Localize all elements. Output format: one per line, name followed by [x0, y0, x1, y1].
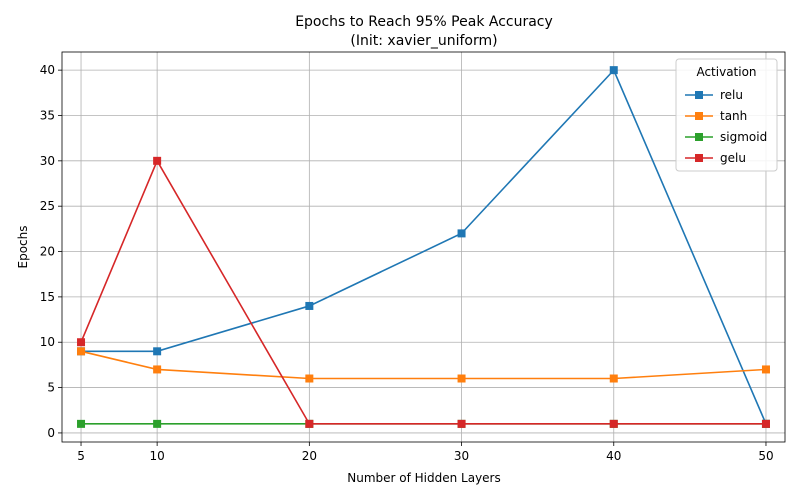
legend-item-tanh: tanh	[685, 109, 747, 123]
data-point-sigmoid	[77, 419, 86, 428]
x-tick-label: 10	[149, 449, 164, 463]
legend-item-sigmoid: sigmoid	[685, 130, 767, 144]
data-point-gelu	[609, 419, 618, 428]
y-tick-label: 0	[47, 426, 55, 440]
legend-item-relu: relu	[685, 88, 743, 102]
data-point-relu	[305, 301, 314, 310]
y-tick-label: 10	[40, 335, 55, 349]
y-tick-label: 15	[40, 290, 55, 304]
data-point-tanh	[609, 374, 618, 383]
data-point-relu	[457, 229, 466, 238]
legend-items: relu tanh sigmoid gelu	[685, 88, 767, 165]
legend-marker-swatch	[695, 133, 703, 141]
plot-area-frame	[61, 51, 786, 443]
y-tick-label: 30	[40, 154, 55, 168]
series-tanh	[77, 347, 770, 383]
data-point-gelu	[153, 156, 162, 165]
y-tick-label: 5	[47, 381, 55, 395]
legend-label: relu	[720, 88, 743, 102]
data-point-gelu	[305, 419, 314, 428]
legend-marker-swatch	[695, 154, 703, 162]
series-group	[77, 66, 770, 428]
y-tick-label: 20	[40, 245, 55, 259]
axis-ticks: 5 10 20 30 40 50 0 5 10 15 20 25 30 35 40	[40, 63, 774, 463]
data-point-tanh	[761, 365, 770, 374]
legend: Activation relu tanh sigmoid gelu	[675, 58, 778, 172]
data-point-relu	[153, 347, 162, 356]
data-point-tanh	[305, 374, 314, 383]
y-tick-label: 25	[40, 199, 55, 213]
legend-marker-swatch	[695, 91, 703, 99]
series-line-gelu	[80, 159, 766, 425]
data-point-gelu	[457, 419, 466, 428]
x-axis-label: Number of Hidden Layers	[347, 471, 501, 485]
y-axis-label: Epochs	[16, 226, 30, 269]
legend-label: sigmoid	[720, 130, 767, 144]
y-tick-label: 35	[40, 108, 55, 122]
x-tick-label: 40	[606, 449, 621, 463]
legend-item-gelu: gelu	[685, 151, 746, 165]
x-tick-label: 5	[77, 449, 85, 463]
legend-label: tanh	[720, 109, 747, 123]
data-point-relu	[609, 66, 618, 75]
data-point-tanh	[457, 374, 466, 383]
series-line-relu	[81, 68, 767, 425]
y-tick-label: 40	[40, 63, 55, 77]
series-gelu	[77, 156, 770, 428]
x-tick-label: 20	[302, 449, 317, 463]
data-point-tanh	[77, 347, 86, 356]
series-line-tanh	[80, 350, 767, 380]
series-relu	[77, 66, 770, 428]
x-tick-label: 30	[454, 449, 469, 463]
x-tick-label: 50	[758, 449, 773, 463]
legend-box	[675, 58, 778, 172]
legend-title: Activation	[696, 65, 756, 79]
data-point-gelu	[77, 338, 86, 347]
data-point-sigmoid	[153, 419, 162, 428]
data-point-gelu	[761, 419, 770, 428]
chart-subtitle: (Init: xavier_uniform)	[350, 33, 497, 49]
data-point-tanh	[153, 365, 162, 374]
legend-label: gelu	[720, 151, 746, 165]
legend-marker-swatch	[695, 112, 703, 120]
chart-title: Epochs to Reach 95% Peak Accuracy	[295, 14, 553, 30]
